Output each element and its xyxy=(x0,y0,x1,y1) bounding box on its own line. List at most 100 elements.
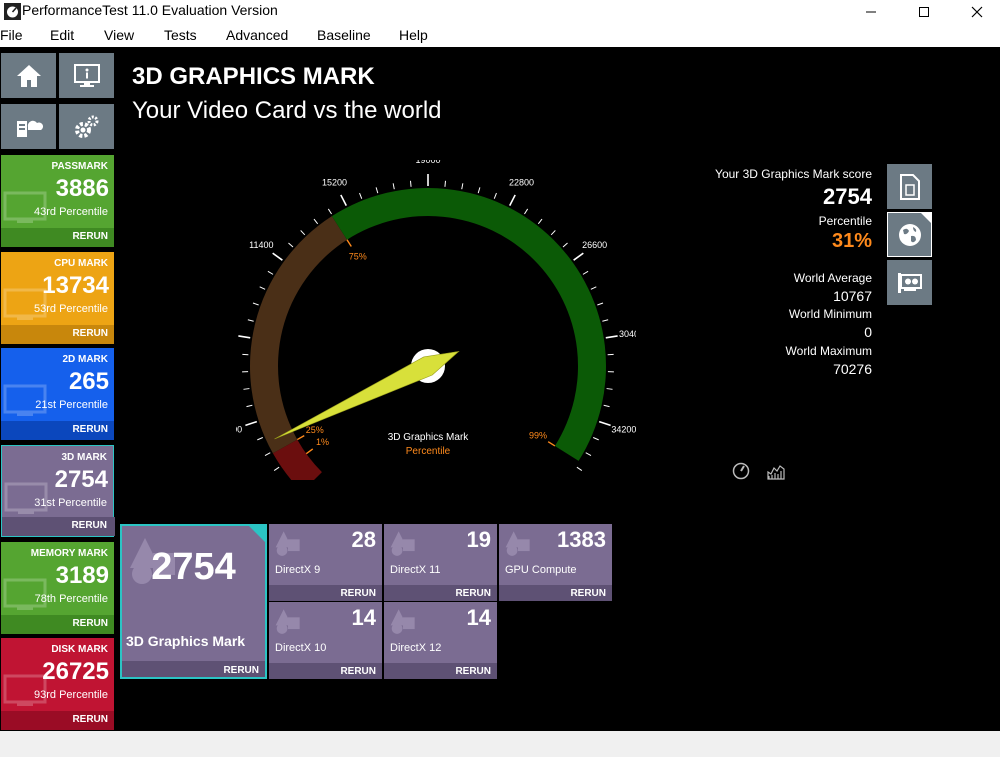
system-info-button[interactable] xyxy=(59,53,114,98)
gauge-tick xyxy=(300,230,306,236)
gauge-tick xyxy=(259,286,266,290)
document-icon xyxy=(899,173,920,200)
directx-10-score: 14 xyxy=(351,605,376,630)
gauge-tick xyxy=(313,218,319,225)
gauge-tick xyxy=(597,302,604,306)
nav-tile-3d-mark[interactable]: 3D MARK 2754 31st Percentile RERUN xyxy=(1,445,115,537)
corner-indicator-icon xyxy=(921,213,931,223)
page-title: 3D GRAPHICS MARK xyxy=(132,63,375,90)
cloud-button[interactable] xyxy=(1,104,56,149)
settings-button[interactable] xyxy=(59,104,114,149)
directx-11-rerun-button[interactable]: RERUN xyxy=(455,588,491,599)
gauge-tick xyxy=(585,452,592,457)
percentile-marker xyxy=(305,448,314,455)
main-tile-rerun[interactable]: RERUN xyxy=(223,665,259,676)
memory-mark-title: MEMORY MARK xyxy=(30,548,108,559)
memory-mark-watermark-icon xyxy=(3,578,47,610)
menu-tests[interactable]: Tests xyxy=(164,27,197,43)
gauge-tick xyxy=(606,388,613,390)
subtest-tile-directx-12[interactable]: 14 DirectX 12 RERUN xyxy=(384,602,497,679)
gauge-tick xyxy=(461,183,464,190)
menu-view[interactable]: View xyxy=(104,27,135,43)
directx-9-rerun-button[interactable]: RERUN xyxy=(340,588,376,599)
disk-mark-watermark-icon xyxy=(3,674,47,706)
percentile-marker xyxy=(346,239,352,247)
directx-12-rerun-button[interactable]: RERUN xyxy=(455,666,491,677)
gauge-tick xyxy=(257,437,264,441)
nav-tile-2d-mark[interactable]: 2D MARK 265 21st Percentile RERUN xyxy=(1,348,114,440)
subtest-tile-directx-9[interactable]: 28 DirectX 9 RERUN xyxy=(269,524,382,601)
passmark-rerun-button[interactable]: RERUN xyxy=(72,231,108,242)
world-maximum-value: 70276 xyxy=(833,361,872,377)
passmark-rerun-bar xyxy=(1,228,114,247)
speedometer-icon[interactable] xyxy=(732,462,750,480)
disk-mark-rerun-bar xyxy=(1,711,114,730)
world-minimum-value: 0 xyxy=(864,324,872,340)
status-bar xyxy=(0,731,1000,757)
minimize-button[interactable] xyxy=(848,0,894,24)
gauge-tick-label: 22800 xyxy=(509,177,534,187)
gauge-tick-label: 19000 xyxy=(415,160,440,165)
gauge-tick-label: 3800 xyxy=(236,425,242,435)
3d-mark-percentile: 31st Percentile xyxy=(34,497,107,509)
gauge-tick xyxy=(582,270,589,275)
main-tile-name: 3D Graphics Mark xyxy=(126,633,246,649)
gauge-tick xyxy=(576,466,583,471)
maximize-button[interactable] xyxy=(901,0,947,24)
2d-mark-rerun-button[interactable]: RERUN xyxy=(72,424,108,435)
cpu-mark-rerun-bar xyxy=(1,325,114,344)
gauge-tick xyxy=(493,192,497,199)
gauge-tick xyxy=(477,187,481,194)
subtest-tile-gpu-compute[interactable]: 1383 GPU Compute RERUN xyxy=(499,524,612,601)
nav-tile-cpu-mark[interactable]: CPU MARK 13734 53rd Percentile RERUN xyxy=(1,252,114,344)
world-maximum-label: World Maximum xyxy=(785,344,872,358)
gauge-tick xyxy=(264,452,271,457)
gauge-tick xyxy=(598,420,611,427)
gauge-tick xyxy=(602,319,609,322)
directx-11-score: 19 xyxy=(466,527,491,552)
3d-mark-rerun-button[interactable]: RERUN xyxy=(71,520,107,531)
2d-mark-rerun-bar xyxy=(1,421,114,440)
passmark-score: 3886 xyxy=(55,175,109,202)
main-3d-mark-tile[interactable]: 2754 3D Graphics Mark RERUN xyxy=(120,524,267,679)
directx-10-name: DirectX 10 xyxy=(275,642,327,654)
gauge-tick-label: 11400 xyxy=(249,240,273,250)
directx-9-rerun-bar xyxy=(269,585,382,601)
home-button[interactable] xyxy=(1,53,56,98)
memory-mark-rerun-button[interactable]: RERUN xyxy=(72,618,108,629)
nav-tile-memory-mark[interactable]: MEMORY MARK 3189 78th Percentile RERUN xyxy=(1,542,114,634)
menu-help[interactable]: Help xyxy=(399,27,428,43)
percentile-value: 31% xyxy=(831,230,872,252)
directx-11-shapes-icon xyxy=(390,531,415,556)
close-icon xyxy=(971,6,983,18)
directx-12-shapes-icon xyxy=(390,609,415,634)
gpu-compute-rerun-button[interactable]: RERUN xyxy=(570,588,606,599)
export-report-button[interactable] xyxy=(887,164,932,209)
minimize-icon xyxy=(866,11,876,13)
directx-11-rerun-bar xyxy=(384,585,497,601)
world-compare-button[interactable] xyxy=(887,212,932,257)
close-button[interactable] xyxy=(954,0,1000,24)
cpu-mark-rerun-button[interactable]: RERUN xyxy=(72,328,108,339)
chart-icon[interactable] xyxy=(767,462,785,480)
menu-edit[interactable]: Edit xyxy=(50,27,75,43)
subtest-tile-directx-11[interactable]: 19 DirectX 11 RERUN xyxy=(384,524,497,601)
menu-baseline[interactable]: Baseline xyxy=(317,27,371,43)
page-subtitle: Your Video Card vs the world xyxy=(132,97,442,124)
gauge-tick xyxy=(327,208,332,215)
gauge-tick xyxy=(272,252,283,261)
gauge-tick xyxy=(247,319,254,322)
3d-mark-title: 3D MARK xyxy=(61,452,107,463)
nav-tile-disk-mark[interactable]: DISK MARK 26725 93rd Percentile RERUN xyxy=(1,638,114,730)
gauge-tick-label: 15200 xyxy=(322,177,347,187)
subtest-tile-directx-10[interactable]: 14 DirectX 10 RERUN xyxy=(269,602,382,679)
gauge-tick xyxy=(267,270,274,275)
directx-10-rerun-button[interactable]: RERUN xyxy=(340,666,376,677)
menu-advanced[interactable]: Advanced xyxy=(226,27,289,43)
disk-mark-rerun-button[interactable]: RERUN xyxy=(72,714,108,725)
nav-tile-passmark[interactable]: PASSMARK 3886 43rd Percentile RERUN xyxy=(1,155,114,247)
menu-file[interactable]: File xyxy=(0,27,23,43)
gauge-tick xyxy=(509,194,516,206)
graphics-card-button[interactable] xyxy=(887,260,932,305)
